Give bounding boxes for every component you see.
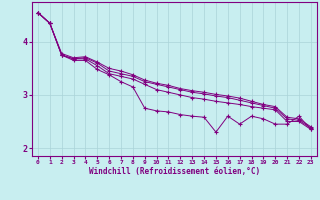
X-axis label: Windchill (Refroidissement éolien,°C): Windchill (Refroidissement éolien,°C) bbox=[89, 167, 260, 176]
